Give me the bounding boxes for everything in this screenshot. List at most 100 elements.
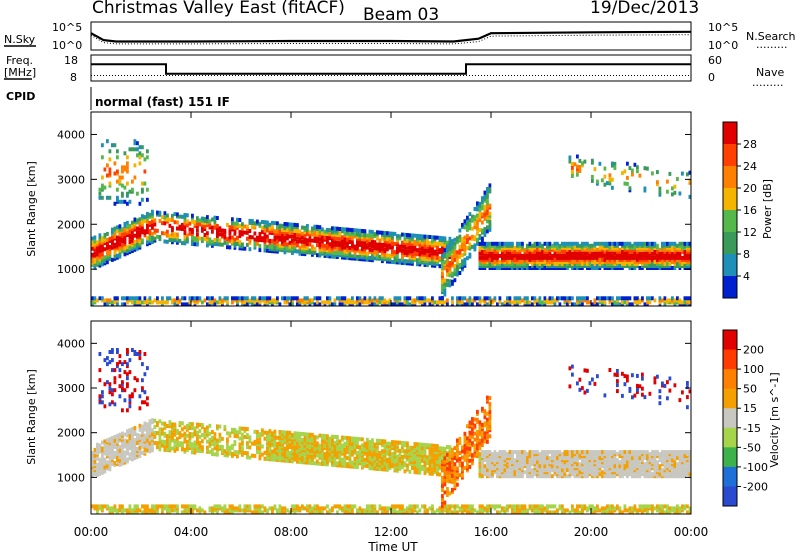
data-cell (366, 253, 369, 258)
data-cell (256, 239, 259, 244)
data-cell (393, 504, 397, 509)
data-cell (566, 298, 569, 303)
data-cell (236, 242, 239, 246)
date-label: 19/Dec/2013 (590, 0, 699, 18)
data-cell (106, 460, 109, 465)
data-cell (458, 254, 462, 259)
data-cell (276, 435, 279, 440)
data-cell (688, 296, 692, 301)
data-cell (116, 433, 119, 438)
data-cell (651, 255, 654, 260)
data-cell (448, 283, 452, 288)
data-cell (613, 161, 617, 166)
data-cell (173, 422, 177, 427)
data-cell (196, 224, 199, 229)
data-cell (208, 237, 212, 242)
data-cell (508, 298, 512, 303)
data-cell (358, 228, 362, 233)
data-cell (103, 237, 107, 242)
data-cell (151, 446, 154, 451)
data-cell (206, 296, 209, 301)
data-cell (331, 226, 334, 231)
data-cell (208, 431, 212, 436)
data-cell (571, 165, 574, 170)
data-cell (541, 300, 544, 305)
data-cell (293, 229, 297, 233)
data-cell (683, 241, 687, 246)
data-cell (446, 302, 449, 307)
data-cell (91, 258, 94, 263)
data-cell (293, 445, 297, 450)
data-cell (113, 451, 117, 455)
data-cell (458, 262, 462, 267)
data-cell (441, 298, 444, 303)
data-cell (311, 457, 314, 461)
data-cell (351, 254, 354, 259)
data-cell (378, 230, 382, 235)
data-cell (323, 458, 327, 463)
data-cell (598, 245, 602, 250)
data-cell (681, 245, 684, 250)
data-cell (603, 182, 607, 187)
data-cell (183, 229, 187, 234)
data-cell (168, 446, 172, 451)
data-cell (376, 448, 379, 453)
data-cell (206, 302, 209, 307)
data-cell (678, 241, 682, 246)
data-cell (208, 506, 212, 511)
data-cell (113, 171, 117, 176)
data-cell (93, 235, 97, 240)
data-cell (478, 213, 482, 218)
data-cell (161, 431, 164, 436)
data-cell (661, 298, 664, 303)
data-cell (341, 243, 344, 248)
data-cell (563, 241, 567, 246)
data-cell (133, 217, 137, 222)
data-cell (308, 238, 312, 243)
data-cell (118, 458, 122, 463)
data-cell (118, 224, 122, 229)
data-cell (191, 298, 194, 303)
data-cell (558, 260, 562, 264)
data-cell (106, 173, 109, 178)
data-cell (246, 433, 249, 438)
data-cell (566, 260, 569, 264)
data-cell (353, 252, 357, 257)
nsky-line (90, 30, 692, 43)
data-cell (128, 227, 132, 232)
data-cell (463, 243, 467, 248)
data-cell (378, 296, 382, 301)
data-cell (138, 223, 142, 228)
data-cell (598, 249, 602, 254)
data-cell (101, 394, 104, 399)
data-cell (98, 465, 102, 470)
data-cell (671, 266, 674, 270)
data-cell (158, 235, 162, 239)
data-cell (258, 508, 262, 513)
data-cell (611, 161, 614, 166)
data-cell (203, 224, 207, 229)
data-cell (523, 262, 527, 266)
data-cell (283, 232, 287, 237)
data-cell (678, 191, 682, 196)
data-cell (236, 434, 239, 439)
data-cell (673, 247, 677, 252)
data-cell (231, 221, 234, 226)
data-cell (221, 445, 224, 449)
power-ylabel: Slant Range [km] (25, 161, 38, 257)
data-cell (208, 298, 212, 303)
data-cell (121, 249, 124, 254)
data-cell (293, 433, 297, 438)
data-cell (443, 278, 447, 283)
data-cell (588, 243, 592, 248)
data-cell (413, 298, 417, 303)
data-cell (121, 183, 124, 188)
data-cell (238, 240, 242, 245)
data-cell (513, 249, 517, 254)
data-cell (208, 223, 212, 228)
data-cell (458, 248, 462, 253)
data-cell (608, 177, 612, 182)
data-cell (308, 248, 312, 253)
data-cell (406, 300, 409, 305)
data-cell (488, 203, 492, 208)
